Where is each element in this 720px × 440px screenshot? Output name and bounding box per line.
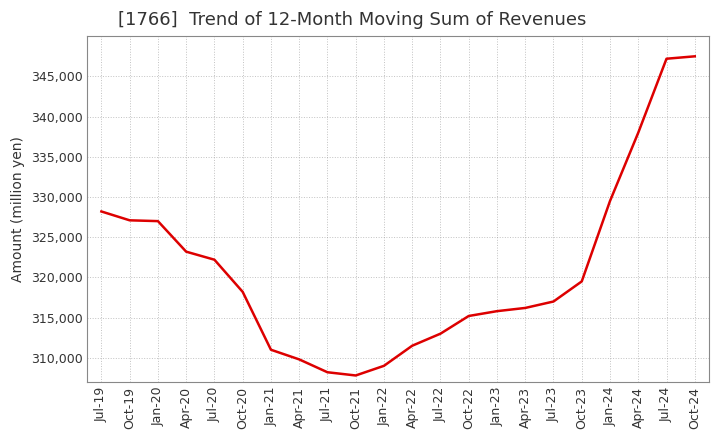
Y-axis label: Amount (million yen): Amount (million yen) [11, 136, 25, 282]
Text: [1766]  Trend of 12-Month Moving Sum of Revenues: [1766] Trend of 12-Month Moving Sum of R… [118, 11, 587, 29]
